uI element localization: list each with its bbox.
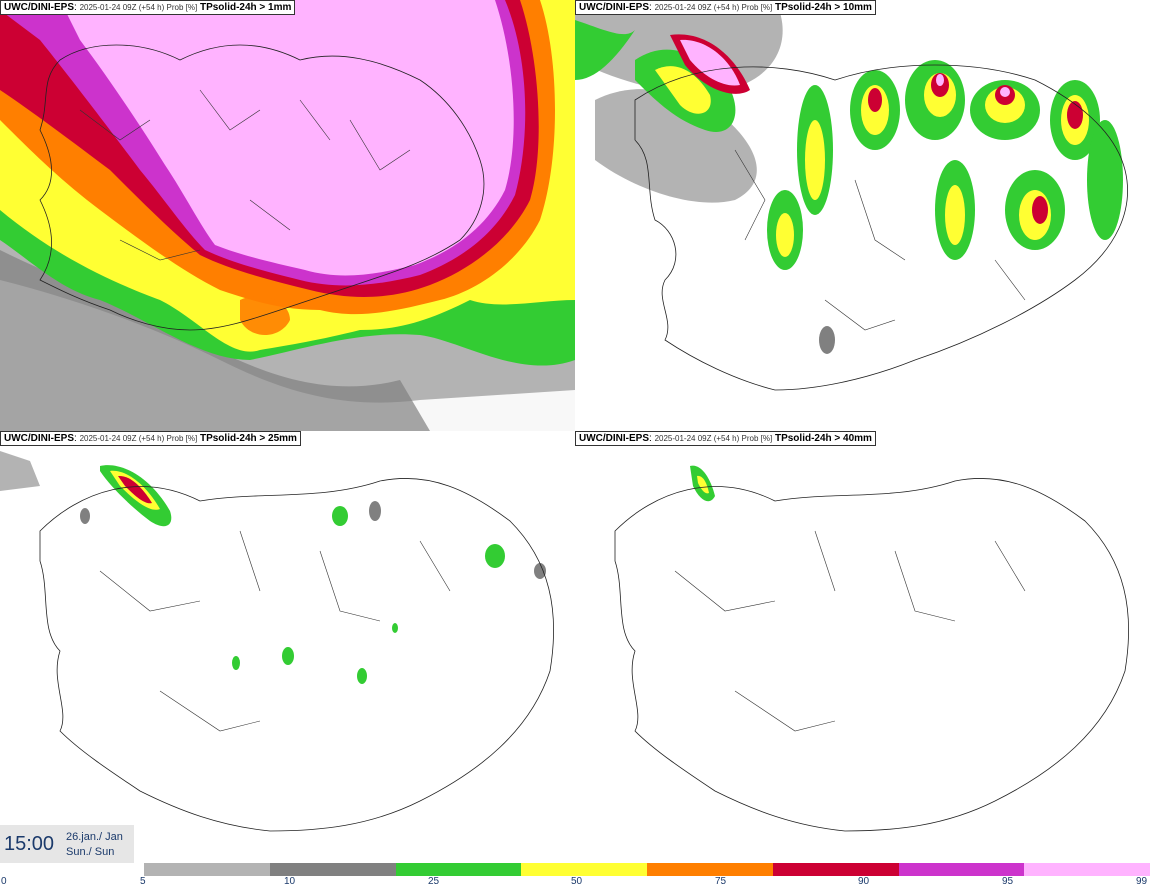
color-scale-tick: 95 [1002,876,1014,887]
panel-header-25mm: UWC/DINI-EPS: 2025-01-24 09Z (+54 h) Pro… [0,431,301,446]
map-panel-10mm: UWC/DINI-EPS: 2025-01-24 09Z (+54 h) Pro… [575,0,1150,431]
model-label: UWC/DINI-EPS [4,433,74,444]
color-scale-swatch [772,863,899,876]
valid-time-box: 15:00 26.jan./ Jan Sun./ Sun [0,825,134,863]
run-label: 2025-01-24 09Z (+54 h) Prob [%] [654,3,773,12]
valid-time: 15:00 [4,833,55,855]
color-scale-swatch [647,863,773,876]
panel-header-40mm: UWC/DINI-EPS: 2025-01-24 09Z (+54 h) Pro… [575,431,876,446]
color-scale-swatch [144,863,270,876]
color-scale-swatch [1024,863,1150,876]
color-scale-tick: 99 [1136,876,1148,887]
param-label: TPsolid-24h > 25mm [199,433,297,444]
color-scale-tick: 25 [428,876,440,887]
color-scale-swatch [898,863,1025,876]
probability-map-10mm [575,0,1150,431]
color-scale-tick: 75 [715,876,727,887]
color-scale-tick: 50 [571,876,583,887]
color-scale-swatch [521,863,647,876]
model-label: UWC/DINI-EPS [579,433,649,444]
valid-weekday: Sun./ Sun [66,846,115,858]
color-scale-tick: 90 [858,876,870,887]
param-label: TPsolid-24h > 10mm [774,2,872,13]
color-scale-swatch [395,863,522,876]
map-panel-25mm: UWC/DINI-EPS: 2025-01-24 09Z (+54 h) Pro… [0,431,575,862]
color-scale-tick: 10 [284,876,296,887]
probability-map-1mm [0,0,575,431]
param-label: TPsolid-24h > 40mm [774,433,872,444]
valid-date: 26.jan./ Jan [66,831,123,843]
model-label: UWC/DINI-EPS [579,2,649,13]
probability-map-40mm [575,431,1150,862]
map-panel-1mm: UWC/DINI-EPS: 2025-01-24 09Z (+54 h) Pro… [0,0,575,431]
run-label: 2025-01-24 09Z (+54 h) Prob [%] [654,434,773,443]
model-label: UWC/DINI-EPS [4,2,74,13]
color-scale-swatch [269,863,396,876]
map-panel-40mm: UWC/DINI-EPS: 2025-01-24 09Z (+54 h) Pro… [575,431,1150,862]
run-label: 2025-01-24 09Z (+54 h) Prob [%] [79,434,198,443]
panel-header-1mm: UWC/DINI-EPS: 2025-01-24 09Z (+54 h) Pro… [0,0,296,15]
color-scale-tick: 0 [1,876,7,887]
probability-map-25mm [0,431,575,862]
color-scale [144,863,1150,876]
param-label: TPsolid-24h > 1mm [199,2,292,13]
color-scale-tick: 5 [140,876,146,887]
run-label: 2025-01-24 09Z (+54 h) Prob [%] [79,3,198,12]
panel-header-10mm: UWC/DINI-EPS: 2025-01-24 09Z (+54 h) Pro… [575,0,876,15]
